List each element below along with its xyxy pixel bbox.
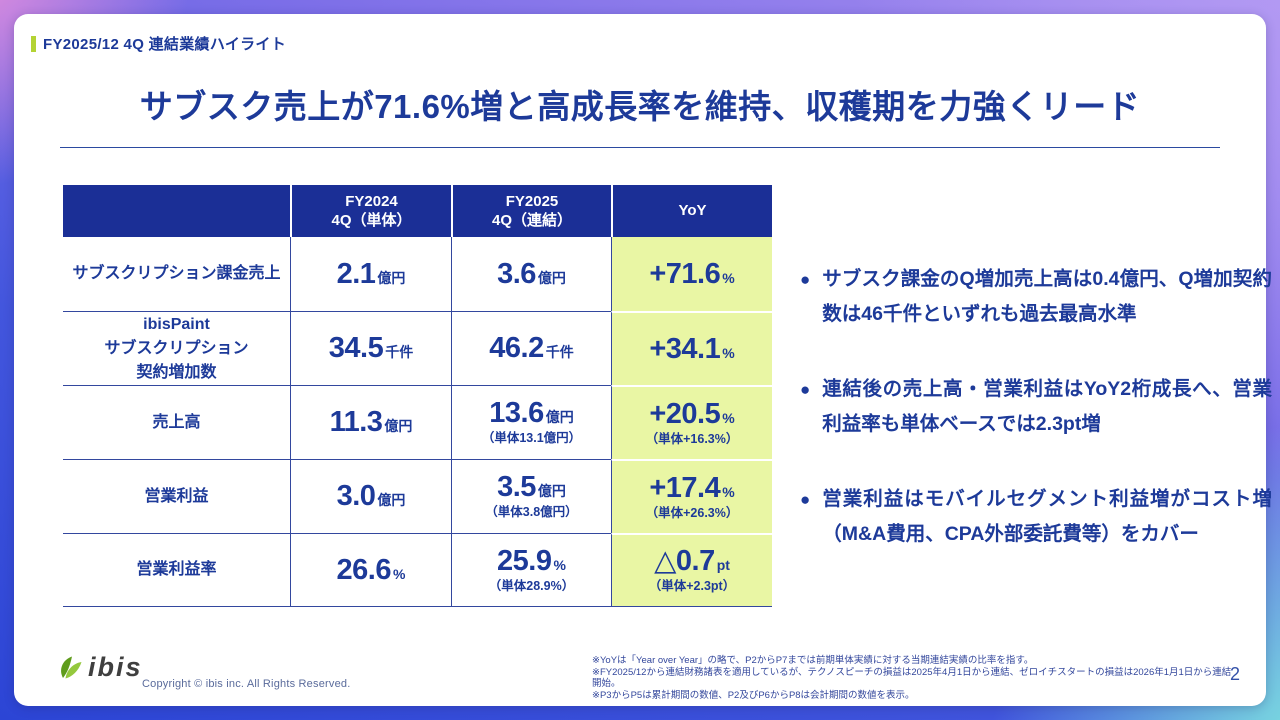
- cell-value: 13.6: [489, 397, 544, 429]
- row-label: 営業利益率: [63, 533, 290, 607]
- table-header-row: FY2024 4Q（単体） FY2025 4Q（連結） YoY: [63, 185, 772, 237]
- cell-yoy: +34.1%: [611, 311, 772, 385]
- highlight-bullet: ● 連結後の売上高・営業利益はYoY2桁成長へ、営業利益率も単体ベースでは2.3…: [800, 372, 1272, 442]
- footnotes: ※YoYは「Year over Year」の略で、P2からP7までは前期単体実績…: [592, 655, 1240, 701]
- eyebrow-text: FY2025/12 4Q 連結業績ハイライト: [43, 36, 287, 53]
- slide-eyebrow: FY2025/12 4Q 連結業績ハイライト: [31, 33, 286, 54]
- ibis-leaf-icon: [61, 656, 82, 679]
- cell-unit: 千件: [385, 344, 414, 360]
- bullet-text: サブスク課金のQ増加売上高は0.4億円、Q増加契約数は46千件といずれも過去最高…: [822, 268, 1272, 325]
- ibis-logo: ibis: [54, 652, 143, 682]
- cell-value: 46.2: [489, 332, 544, 364]
- slide-card: FY2025/12 4Q 連結業績ハイライト サブスク売上が71.6%増と高成長…: [14, 14, 1272, 706]
- table-corner-cell: [63, 185, 290, 237]
- column-header-line2: 4Q（単体）: [331, 212, 412, 229]
- table-row-net-sales: 売上高 11.3 億円 13.6 億円 （単体13.1億円） +20.5% （単体+…: [63, 385, 772, 459]
- cell-value: 3.0: [336, 480, 376, 512]
- cell-unit: %: [722, 409, 735, 426]
- cell-fy2024: 11.3 億円: [290, 385, 451, 459]
- row-label: ibisPaint サブスクリプション 契約増加数: [63, 311, 290, 385]
- cell-yoy: +17.4% （単体+26.3%）: [611, 459, 772, 533]
- column-header-line1: YoY: [678, 202, 707, 220]
- cell-fy2024: 26.6%: [290, 533, 451, 607]
- cell-subtext: （単体+2.3pt）: [648, 579, 736, 593]
- cell-fy2024: 2.1 億円: [290, 237, 451, 311]
- cell-value: +20.5: [649, 397, 721, 430]
- bullet-dot-icon: ●: [800, 490, 811, 509]
- cell-subtext: （単体+26.3%）: [645, 505, 739, 520]
- cell-value: +17.4: [649, 471, 721, 504]
- bullet-text: 連結後の売上高・営業利益はYoY2桁成長へ、営業利益率も単体ベースでは2.3pt…: [822, 378, 1272, 435]
- eyebrow-accent-bar-icon: [31, 35, 36, 52]
- cell-unit: 億円: [537, 483, 566, 499]
- bullet-dot-icon: ●: [800, 380, 811, 399]
- cell-unit: 億円: [537, 269, 566, 286]
- cell-unit: %: [722, 483, 735, 500]
- cell-unit: 億円: [545, 409, 574, 425]
- cell-value: 11.3: [329, 406, 383, 438]
- cell-subtext: （単体3.8億円）: [485, 505, 578, 519]
- bullet-dot-icon: ●: [800, 270, 811, 289]
- cell-unit: %: [553, 556, 566, 573]
- cell-yoy: △0.7 pt （単体+2.3pt）: [611, 533, 772, 607]
- cell-value: 3.5: [497, 471, 536, 503]
- cell-unit: %: [722, 344, 735, 361]
- cell-unit: 億円: [377, 492, 406, 508]
- column-header-fy2025: FY2025 4Q（連結）: [451, 185, 611, 237]
- column-header-line1: FY2025: [505, 192, 559, 210]
- cell-value: 34.5: [328, 332, 384, 364]
- column-header-line1: FY2024: [345, 192, 398, 210]
- row-label: サブスクリプション課金売上: [72, 265, 281, 282]
- footnote-line: ※P3からP5は累計期間の数値、P2及びP6からP8は会計期間の数値を表示。: [592, 689, 915, 701]
- cell-yoy: +71.6%: [611, 237, 772, 311]
- row-label: 営業利益: [63, 459, 290, 533]
- cell-fy2025: 3.5 億円 （単体3.8億円）: [451, 459, 611, 533]
- table-row-subscription-revenue: サブスクリプション課金売上 2.1 億円 3.6 億円 +71.6%: [63, 237, 772, 311]
- row-label: 売上高: [63, 385, 290, 459]
- footnote-line: ※YoYは「Year over Year」の略で、P2からP7までは前期単体実績…: [592, 655, 1034, 666]
- cell-fy2025: 25.9% （単体28.9%）: [451, 533, 611, 607]
- copyright-text: Copyright © ibis inc. All Rights Reserve…: [142, 678, 351, 690]
- column-header-yoy: YoY: [611, 185, 772, 237]
- cell-yoy: +20.5% （単体+16.3%）: [611, 385, 772, 459]
- highlight-bullet: ● サブスク課金のQ増加売上高は0.4億円、Q増加契約数は46千件といずれも過去…: [800, 262, 1272, 332]
- cell-value: 2.1: [336, 257, 376, 290]
- cell-value: 3.6: [497, 257, 536, 290]
- cell-fy2024: 34.5 千件: [290, 311, 451, 385]
- cell-unit: pt: [716, 557, 730, 573]
- table-row-subscription-additions: ibisPaint サブスクリプション 契約増加数 34.5 千件 46.2 千件 …: [63, 311, 772, 385]
- page-title: サブスク売上が71.6%増と高成長率を維持、収穫期を力強くリード: [139, 88, 1141, 125]
- cell-unit: 億円: [377, 269, 406, 286]
- page-number: 2: [1230, 664, 1241, 684]
- cell-value: 25.9: [497, 544, 552, 577]
- cell-unit: %: [393, 565, 406, 582]
- cell-fy2025: 13.6 億円 （単体13.1億円）: [451, 385, 611, 459]
- cell-fy2024: 3.0 億円: [290, 459, 451, 533]
- cell-subtext: （単体28.9%）: [488, 578, 575, 593]
- column-header-line2: 4Q（連結）: [491, 212, 572, 229]
- cell-unit: %: [722, 269, 735, 286]
- highlight-bullet-list: ● サブスク課金のQ増加売上高は0.4億円、Q増加契約数は46千件といずれも過去…: [800, 262, 1272, 592]
- cell-subtext: （単体13.1億円）: [481, 431, 582, 445]
- cell-value: 26.6: [336, 553, 392, 586]
- kpi-table: FY2024 4Q（単体） FY2025 4Q（連結） YoY サブスクリプショ…: [63, 185, 772, 607]
- cell-subtext: （単体+16.3%）: [645, 431, 739, 446]
- footnote-line: ※FY2025/12から連結財務諸表を適用しているが、テクノスピーチの損益は20…: [592, 666, 1232, 690]
- cell-unit: 千件: [545, 344, 574, 360]
- cell-unit: 億円: [384, 418, 413, 434]
- table-row-operating-margin: 営業利益率 26.6% 25.9% （単体28.9%） △0.7 pt （単体+2…: [63, 533, 772, 607]
- cell-value: +34.1: [649, 332, 721, 365]
- table-row-operating-profit: 営業利益 3.0 億円 3.5 億円 （単体3.8億円） +17.4% （単体+26…: [63, 459, 772, 533]
- column-header-fy2024: FY2024 4Q（単体）: [290, 185, 451, 237]
- cell-fy2025: 46.2 千件: [451, 311, 611, 385]
- cell-value: △0.7: [654, 545, 715, 577]
- title-divider: [60, 147, 1220, 148]
- bullet-text: 営業利益はモバイルセグメント利益増がコスト増（M&A費用、CPA外部委託費等）を…: [822, 488, 1272, 545]
- ibis-logo-text: ibis: [88, 652, 143, 682]
- cell-value: +71.6: [649, 257, 721, 290]
- highlight-bullet: ● 営業利益はモバイルセグメント利益増がコスト増（M&A費用、CPA外部委託費等…: [800, 482, 1272, 552]
- cell-fy2025: 3.6 億円: [451, 237, 611, 311]
